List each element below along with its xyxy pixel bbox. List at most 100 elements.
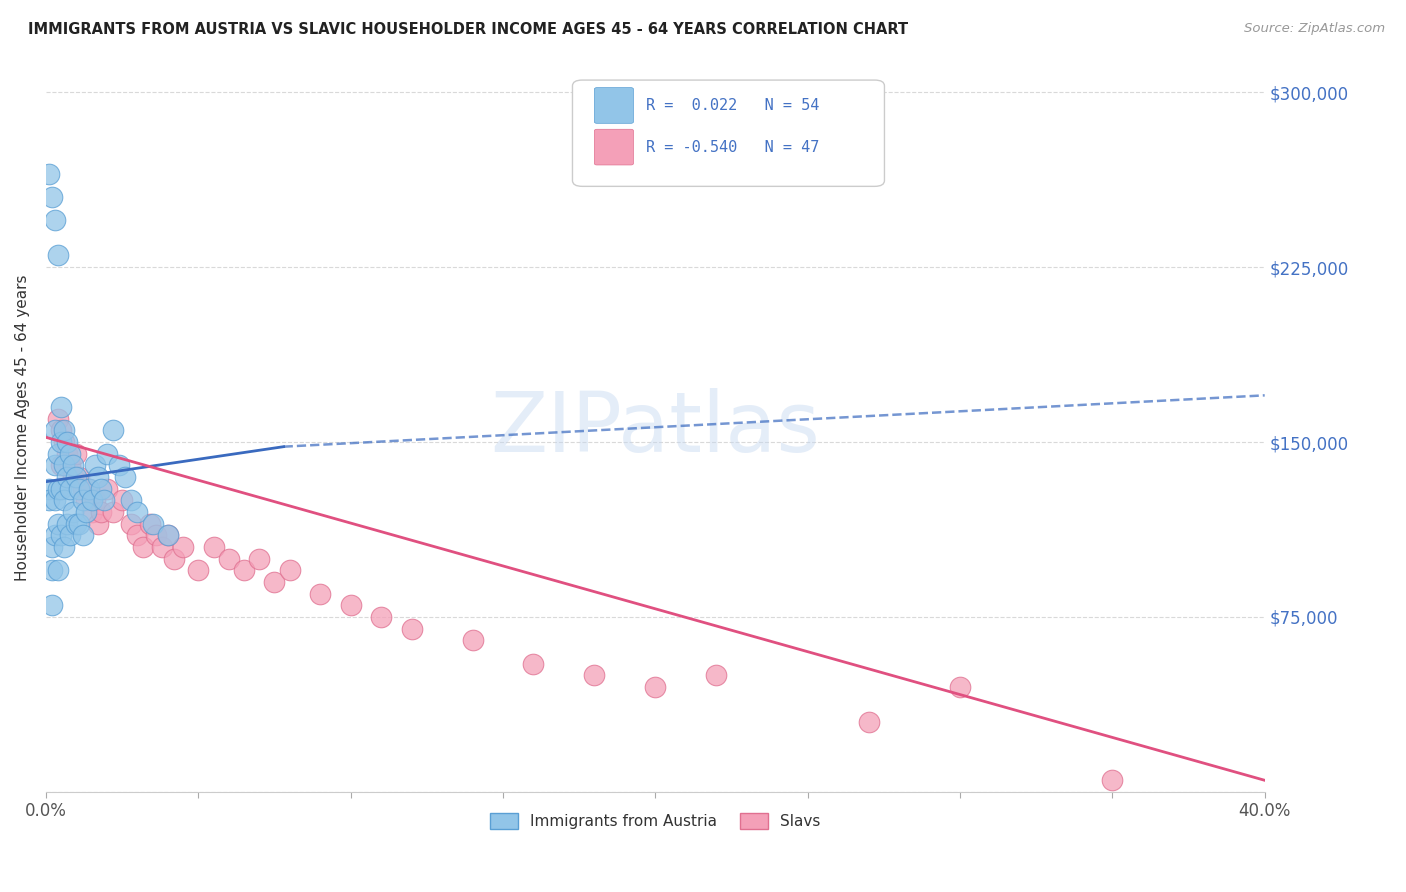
Point (77, 482, 100, 496)
Point (278, 563, 301, 577)
Point (127, 528, 149, 542)
Point (59, 528, 82, 542)
Point (51, 528, 73, 542)
Point (44, 458, 66, 473)
Point (56, 435, 79, 450)
Point (90, 482, 112, 496)
Point (62, 470, 84, 484)
Point (522, 657, 544, 671)
Point (62, 458, 84, 473)
Point (72, 528, 94, 542)
Point (132, 540, 155, 554)
Point (583, 668, 606, 682)
Point (263, 574, 285, 589)
Point (72, 493, 94, 508)
Legend: Immigrants from Austria, Slavs: Immigrants from Austria, Slavs (484, 807, 827, 835)
Point (87, 516, 110, 531)
FancyBboxPatch shape (595, 87, 634, 123)
Point (101, 505, 124, 519)
Point (53, 458, 76, 473)
Point (65, 516, 87, 531)
Point (59, 458, 82, 473)
Text: R =  0.022   N = 54: R = 0.022 N = 54 (645, 98, 818, 113)
Point (59, 447, 82, 461)
Point (83, 493, 105, 508)
Point (87, 470, 110, 484)
Point (309, 587, 332, 601)
Point (38, 493, 60, 508)
Point (172, 540, 194, 554)
Point (247, 551, 270, 566)
Point (461, 633, 484, 648)
Point (56, 516, 79, 531)
Point (56, 470, 79, 484)
Point (46, 516, 69, 531)
Text: R = -0.540   N = 47: R = -0.540 N = 47 (645, 140, 818, 154)
Point (96, 482, 118, 496)
Point (156, 528, 179, 542)
Point (339, 599, 361, 613)
Point (41, 540, 63, 554)
Point (65, 470, 87, 484)
Point (142, 516, 165, 531)
Point (53, 435, 76, 450)
Point (187, 563, 209, 577)
Point (75, 493, 97, 508)
Point (46, 248, 69, 262)
Point (44, 493, 66, 508)
Point (69, 470, 91, 484)
Point (44, 423, 66, 437)
Point (41, 190, 63, 204)
Point (72, 482, 94, 496)
Point (46, 482, 69, 496)
Point (51, 400, 73, 414)
Point (218, 551, 240, 566)
Point (96, 447, 118, 461)
Point (145, 528, 167, 542)
Point (38, 167, 60, 181)
Point (53, 540, 76, 554)
Point (62, 505, 84, 519)
Point (108, 458, 131, 473)
Point (51, 482, 73, 496)
Point (75, 505, 97, 519)
Point (120, 516, 142, 531)
Point (44, 213, 66, 227)
FancyBboxPatch shape (595, 129, 634, 165)
Point (101, 423, 124, 437)
Text: Source: ZipAtlas.com: Source: ZipAtlas.com (1244, 22, 1385, 36)
FancyBboxPatch shape (572, 80, 884, 186)
Point (127, 505, 149, 519)
Point (644, 680, 666, 694)
Point (51, 435, 73, 450)
Point (65, 447, 87, 461)
Point (41, 563, 63, 577)
Point (156, 528, 179, 542)
Point (111, 493, 134, 508)
Point (1101, 773, 1123, 788)
Point (51, 423, 73, 437)
Point (233, 563, 256, 577)
Point (202, 540, 225, 554)
Point (163, 551, 186, 566)
Point (51, 458, 73, 473)
Text: ZIPatlas: ZIPatlas (491, 387, 820, 468)
Y-axis label: Householder Income Ages 45 - 64 years: Householder Income Ages 45 - 64 years (15, 275, 30, 582)
Point (56, 447, 79, 461)
Text: IMMIGRANTS FROM AUSTRIA VS SLAVIC HOUSEHOLDER INCOME AGES 45 - 64 YEARS CORRELAT: IMMIGRANTS FROM AUSTRIA VS SLAVIC HOUSEH… (28, 22, 908, 37)
Point (80, 505, 103, 519)
Point (53, 423, 76, 437)
Point (46, 563, 69, 577)
Point (80, 493, 103, 508)
Point (77, 482, 100, 496)
Point (38, 482, 60, 496)
Point (401, 622, 423, 636)
Point (44, 528, 66, 542)
Point (120, 493, 142, 508)
Point (53, 493, 76, 508)
Point (59, 482, 82, 496)
Point (704, 668, 727, 682)
Point (93, 493, 115, 508)
Point (41, 599, 63, 613)
Point (46, 447, 69, 461)
